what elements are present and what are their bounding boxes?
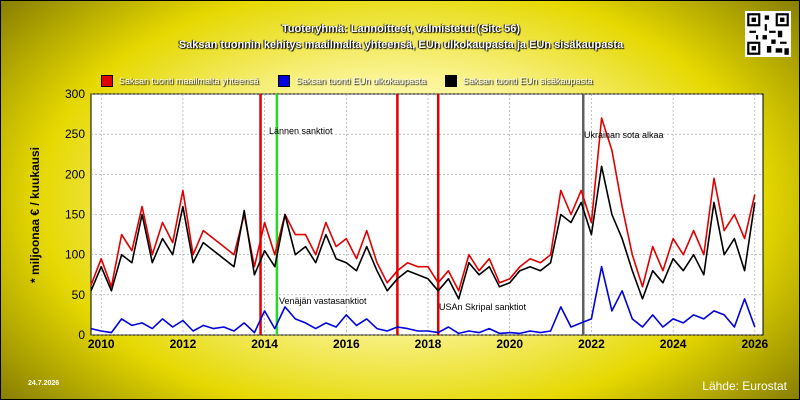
y-tick-label: 300 — [65, 87, 85, 101]
legend-label: Saksan tuonti EUn sisäkaupasta — [463, 76, 593, 86]
legend-swatch-red — [101, 75, 113, 87]
legend-label: Saksan tuonti maailmalta yhteensä — [119, 76, 259, 86]
chart-subtitle: Saksan tuonnin kehitys maailmalta yhteen… — [178, 39, 624, 51]
report-date: 24.7.2026 — [28, 380, 60, 387]
qr-code-icon — [745, 11, 791, 57]
legend-swatch-blue — [278, 75, 290, 87]
event-label: USAn Skripal sanktiot — [439, 302, 527, 312]
x-tick-label: 2024 — [660, 337, 687, 351]
x-tick-label: 2010 — [88, 337, 115, 351]
chart-title: Tuoteryhmä: Lannoitteet, valmistetut (Si… — [281, 23, 521, 35]
y-tick-label: 0 — [78, 328, 85, 342]
legend-label: Saksan tuonti EUn ulkokaupasta — [296, 76, 427, 86]
source-label: Lähde: Eurostat — [702, 379, 787, 393]
legend-item-world: Saksan tuonti maailmalta yhteensä — [101, 75, 259, 87]
legend-swatch-black — [445, 75, 457, 87]
y-tick-label: 100 — [65, 248, 85, 262]
series-line-1 — [90, 265, 756, 335]
y-tick-label: 250 — [65, 127, 85, 141]
legend-item-intra-eu: Saksan tuonti EUn sisäkaupasta — [445, 75, 593, 87]
x-tick-label: 2026 — [741, 337, 768, 351]
y-tick-label: 150 — [65, 208, 85, 222]
x-tick-label: 2016 — [333, 337, 360, 351]
x-tick-label: 2012 — [170, 337, 197, 351]
series-line-2 — [90, 165, 756, 300]
y-tick-label: 50 — [72, 288, 86, 302]
series-line-0 — [90, 117, 756, 292]
event-label: Venäjän vastasanktiot — [279, 296, 367, 306]
y-tick-label: 200 — [65, 167, 85, 181]
legend-item-extra-eu: Saksan tuonti EUn ulkokaupasta — [278, 75, 426, 87]
x-tick-label: 2022 — [578, 337, 605, 351]
x-tick-label: 2020 — [496, 337, 523, 351]
event-label: Lännen sanktiot — [269, 126, 333, 136]
event-label: Ukrainan sota alkaa — [584, 130, 664, 140]
x-tick-label: 2014 — [251, 337, 278, 351]
x-tick-label: 2018 — [415, 337, 442, 351]
